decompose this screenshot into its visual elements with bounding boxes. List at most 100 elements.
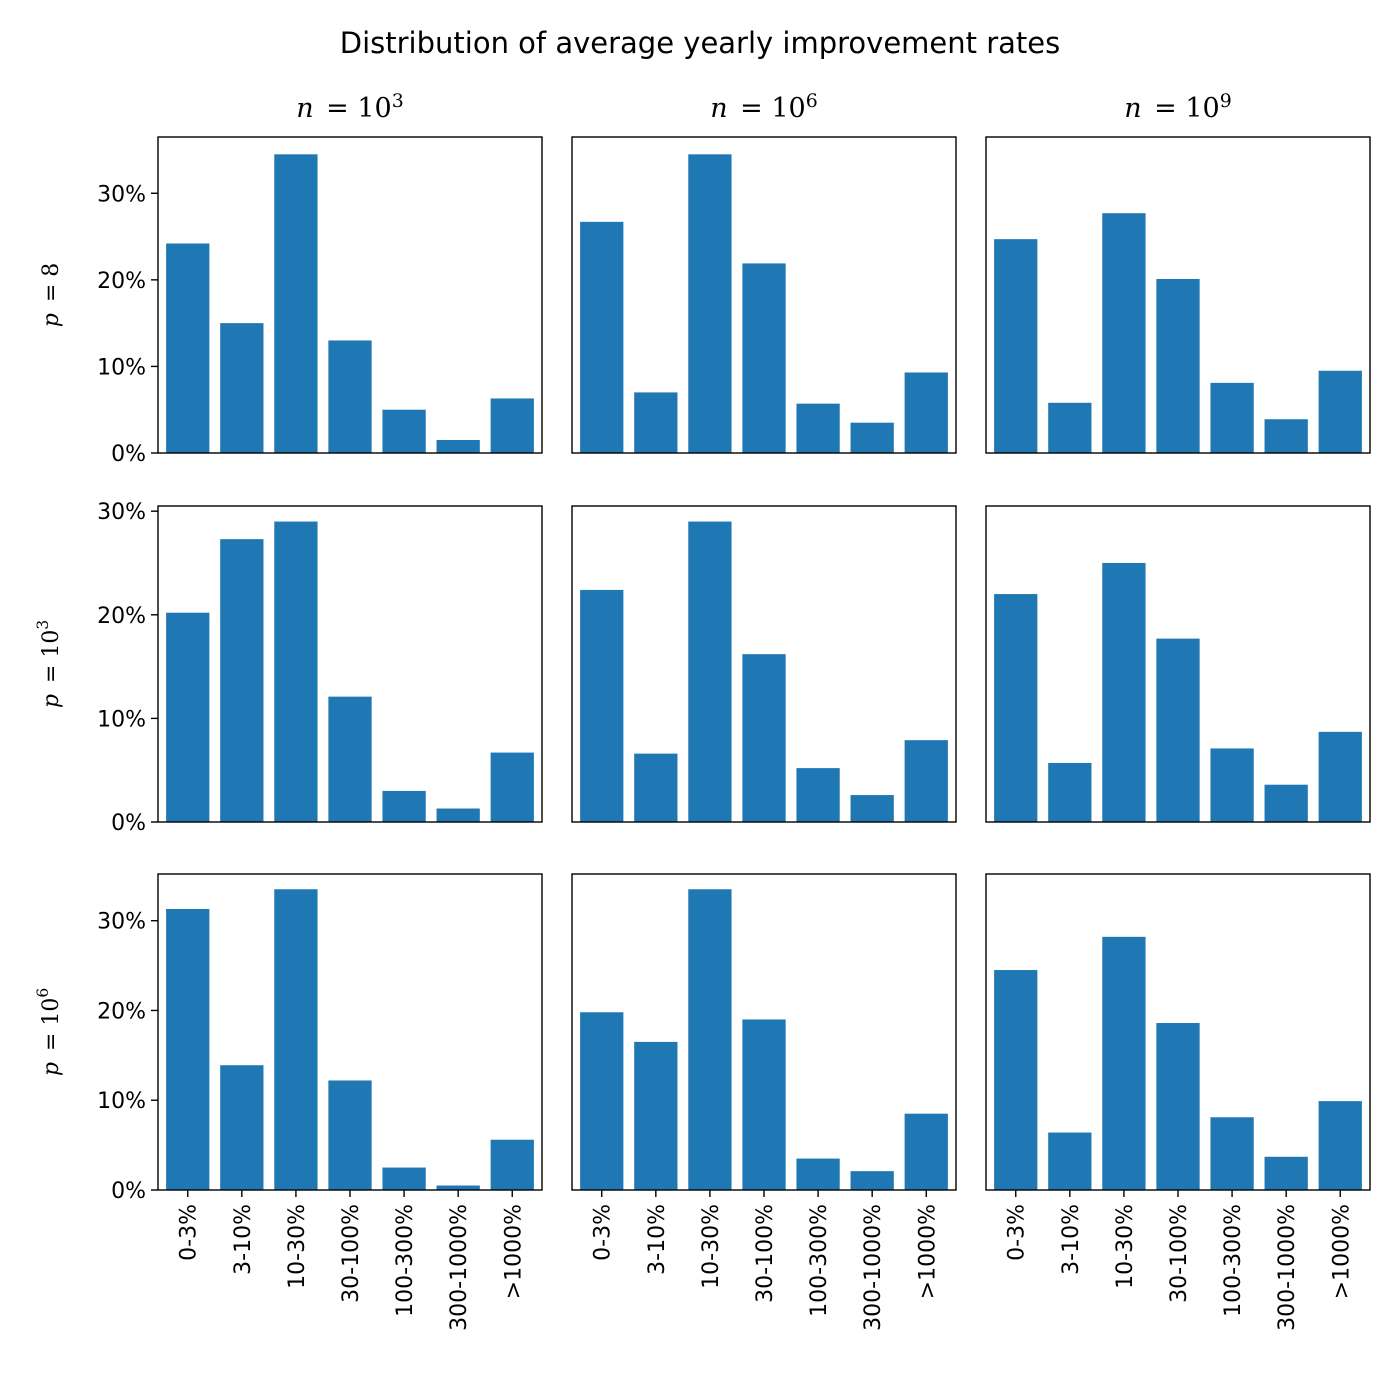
x-tick-label: 100-300% [1221, 1204, 1246, 1317]
bar [490, 1139, 534, 1190]
bar [166, 909, 210, 1190]
bar [220, 1065, 264, 1190]
bar [274, 521, 318, 822]
bar [1318, 370, 1362, 453]
row-title: p = 106 [34, 988, 64, 1076]
y-tick-label: 30% [97, 182, 146, 207]
bar [850, 795, 894, 822]
bar [490, 398, 534, 453]
bar [688, 521, 732, 822]
subplot-panel: 0% 10% 20% 30% [97, 500, 543, 836]
bar [904, 372, 948, 453]
subplot-panel [571, 505, 957, 823]
bar [220, 323, 264, 453]
subplot-panel [571, 136, 957, 454]
subplot-panel [985, 505, 1371, 823]
bar [382, 790, 426, 822]
row-title: p = 103 [34, 620, 64, 708]
panel-frame [157, 505, 543, 823]
bar [1318, 1101, 1362, 1191]
bar [1156, 638, 1200, 822]
bar [1048, 762, 1092, 822]
bar [436, 440, 480, 453]
bar [1102, 562, 1146, 822]
panel-frame [985, 136, 1371, 454]
subplot-panel: 0% 10% 20% 30% [97, 136, 543, 467]
bar [328, 1080, 372, 1190]
bar [1264, 1156, 1308, 1190]
y-tick-label: 30% [97, 500, 146, 525]
subplot-panel: 0-3% 3-10% 10-30% 30-100% 100-300% 300-1000% >… [985, 873, 1371, 1331]
bar [850, 1171, 894, 1190]
bar [166, 612, 210, 822]
bar [1210, 382, 1254, 453]
bar [580, 1012, 624, 1190]
bar [904, 1113, 948, 1190]
y-tick-label: 20% [97, 269, 146, 294]
bar [382, 409, 426, 453]
bar [742, 263, 786, 453]
panel-frame [157, 136, 543, 454]
column-title: n = 106 [710, 90, 818, 124]
bar [994, 970, 1038, 1190]
bar [850, 422, 894, 453]
bar [1156, 278, 1200, 453]
x-tick-label: 300-1000% [1275, 1204, 1300, 1331]
chart-title: Distribution of average yearly improveme… [340, 26, 1060, 60]
bar [634, 1041, 678, 1191]
x-tick-label: 30-100% [339, 1204, 364, 1303]
subplot-panel: 0-3% 3-10% 10-30% 30-100% 100-300% 300-1000% >… [571, 873, 957, 1331]
y-tick-label: 0% [111, 811, 146, 836]
x-tick-label: 3-10% [645, 1204, 670, 1275]
y-tick-label: 10% [97, 355, 146, 380]
bar [166, 243, 210, 453]
x-tick-label: >1000% [915, 1204, 940, 1299]
bar [1102, 936, 1146, 1190]
x-tick-label: 0-3% [1005, 1204, 1030, 1261]
subplot-panel: 0% 10% 20% 30% 0-3% 3-10% 10-30% 30-100% 100-300… [97, 873, 543, 1331]
bar [1102, 213, 1146, 453]
bar [1156, 1023, 1200, 1190]
x-tick-label: 0-3% [591, 1204, 616, 1261]
y-tick-label: 20% [97, 999, 146, 1024]
bar [274, 889, 318, 1190]
y-tick-label: 20% [97, 604, 146, 629]
x-tick-label: 0-3% [177, 1204, 202, 1261]
bar [796, 768, 840, 822]
bar [1210, 748, 1254, 822]
bar [328, 340, 372, 453]
bar [634, 392, 678, 453]
y-tick-label: 0% [111, 1179, 146, 1204]
bar [796, 403, 840, 453]
x-tick-label: 30-100% [1167, 1204, 1192, 1303]
bar [994, 594, 1038, 822]
bar [796, 1158, 840, 1190]
panel-frame [571, 505, 957, 823]
bar [436, 1185, 480, 1190]
panels-layer: n = 103 n = 106 n = 109 p = 8 p = 103 p = 106… [34, 90, 1371, 1331]
bar [1264, 784, 1308, 822]
bar [742, 1019, 786, 1190]
x-tick-label: 100-300% [807, 1204, 832, 1317]
bar [220, 539, 264, 822]
column-title: n = 103 [296, 90, 404, 124]
column-title: n = 109 [1124, 90, 1232, 124]
x-tick-label: 10-30% [285, 1204, 310, 1289]
bar [382, 1167, 426, 1190]
bar [688, 889, 732, 1190]
y-tick-label: 10% [97, 707, 146, 732]
panel-frame [985, 505, 1371, 823]
bar [634, 753, 678, 822]
x-tick-label: 3-10% [231, 1204, 256, 1275]
bar [1048, 402, 1092, 453]
x-tick-label: 10-30% [1113, 1204, 1138, 1289]
bar [1048, 1132, 1092, 1190]
bar [904, 740, 948, 822]
y-tick-label: 10% [97, 1089, 146, 1114]
x-tick-label: 10-30% [699, 1204, 724, 1289]
x-tick-label: >1000% [501, 1204, 526, 1299]
bar [436, 808, 480, 822]
bar [1318, 731, 1362, 822]
bar [580, 221, 624, 453]
